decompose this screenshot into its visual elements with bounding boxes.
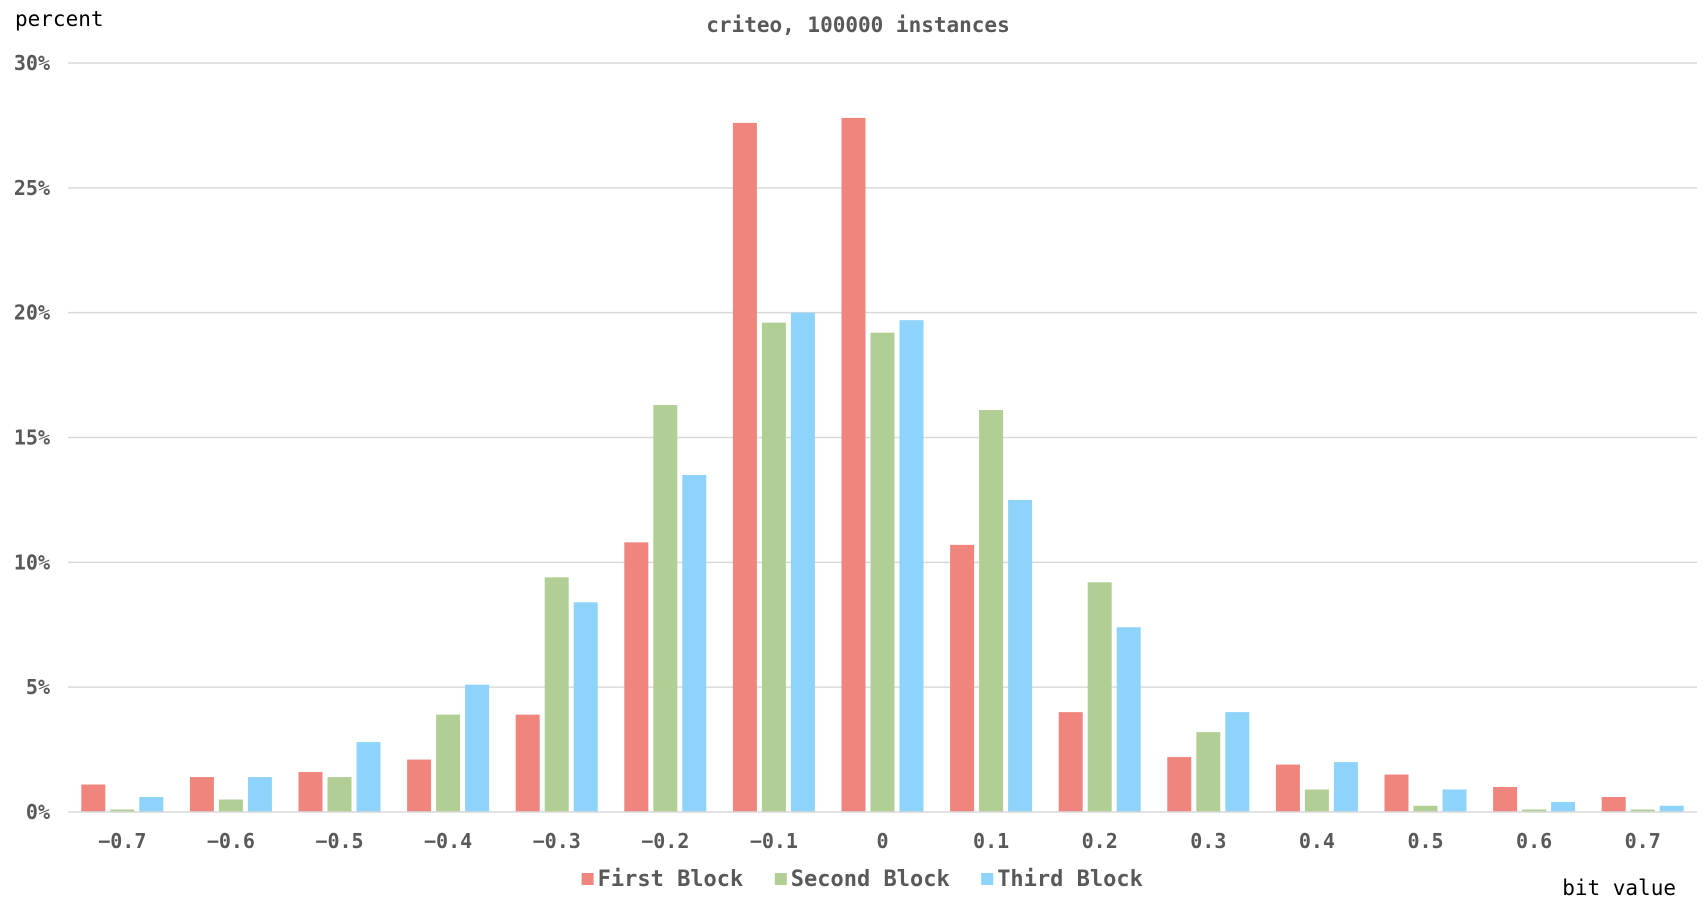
x-tick-label: −0.5 (315, 829, 363, 853)
x-tick-label: 0.6 (1516, 829, 1552, 853)
x-tick-label: −0.2 (641, 829, 689, 853)
bar-first-block (950, 544, 975, 812)
bar-second-block (436, 714, 461, 812)
y-tick-label: 25% (14, 176, 50, 200)
bar-first-block (1493, 787, 1518, 812)
bar-second-block (870, 332, 895, 812)
axes: 0% 5% 10% 15% 20% 25% 30% −0.7 −0.6 −0.5 −0.4 −0.3 −… (14, 51, 1697, 853)
bar-first-block (81, 784, 106, 812)
bar-first-block (1275, 764, 1300, 812)
bar-third-block (1008, 499, 1033, 812)
y-tick-label: 10% (14, 550, 50, 574)
bar-third-block (1551, 802, 1576, 812)
bar-second-block (653, 405, 678, 812)
bar-second-block (1630, 809, 1655, 812)
bar-second-block (544, 577, 569, 812)
legend-swatch (774, 873, 787, 885)
bar-first-block (624, 542, 649, 812)
x-tick-label: 0.4 (1299, 829, 1335, 853)
bar-first-block (1167, 757, 1192, 812)
bar-third-block (682, 474, 707, 812)
bar-third-block (790, 312, 815, 812)
x-tick-label: 0.1 (973, 829, 1009, 853)
bar-first-block (189, 777, 214, 812)
bar-first-block (1058, 712, 1083, 812)
x-tick-label: −0.7 (98, 829, 146, 853)
y-tick-label: 0% (26, 800, 50, 824)
bar-first-block (407, 759, 432, 812)
legend-swatch (581, 873, 594, 885)
bar-second-block (1196, 732, 1221, 812)
bar-third-block (465, 684, 490, 812)
x-tick-label: 0.7 (1625, 829, 1661, 853)
x-tick-label: 0.2 (1082, 829, 1118, 853)
legend-label: Third Block (997, 867, 1143, 892)
bar-second-block (1413, 805, 1438, 812)
bar-third-block (1333, 762, 1358, 812)
bar-third-block (356, 742, 381, 812)
bar-second-block (1304, 789, 1329, 812)
bar-third-block (247, 777, 272, 812)
legend-swatch (981, 873, 994, 885)
x-tick-label: −0.4 (424, 829, 472, 853)
bar-first-block (298, 772, 323, 812)
bar-second-block (979, 410, 1004, 812)
chart-title: criteo, 100000 instances (706, 13, 1009, 37)
x-tick-label: 0.5 (1407, 829, 1443, 853)
bar-third-block (139, 797, 164, 812)
y-tick-label: 20% (14, 301, 50, 325)
bar-third-block (573, 602, 598, 812)
bar-first-block (515, 714, 540, 812)
legend-label: Second Block (791, 867, 950, 892)
bar-second-block (327, 777, 352, 812)
y-tick-label: 30% (14, 51, 50, 75)
y-tick-label: 5% (26, 675, 50, 699)
bar-second-block (110, 809, 135, 812)
x-axis-title: bit value (1562, 876, 1676, 900)
bar-third-block (1659, 805, 1684, 812)
bar-first-block (841, 117, 866, 813)
x-tick-label: 0 (876, 829, 888, 853)
bar-second-block (1087, 582, 1112, 812)
bar-first-block (1384, 774, 1409, 812)
y-axis-title: percent (15, 7, 104, 31)
bar-third-block (1442, 789, 1467, 812)
bar-third-block (899, 320, 924, 812)
bar-third-block (1116, 627, 1141, 812)
legend: First Block Second Block Third Block (581, 867, 1143, 892)
bar-second-block (218, 799, 243, 812)
bars (81, 117, 1684, 813)
bar-second-block (1522, 809, 1547, 812)
legend-label: First Block (598, 867, 744, 892)
bar-first-block (732, 122, 757, 813)
y-tick-label: 15% (14, 426, 50, 450)
x-tick-label: −0.3 (533, 829, 581, 853)
x-tick-label: 0.3 (1190, 829, 1226, 853)
x-tick-label: −0.1 (750, 829, 798, 853)
bar-third-block (1225, 712, 1250, 812)
bar-first-block (1601, 797, 1626, 812)
bar-second-block (761, 322, 786, 812)
x-tick-label: −0.6 (207, 829, 255, 853)
